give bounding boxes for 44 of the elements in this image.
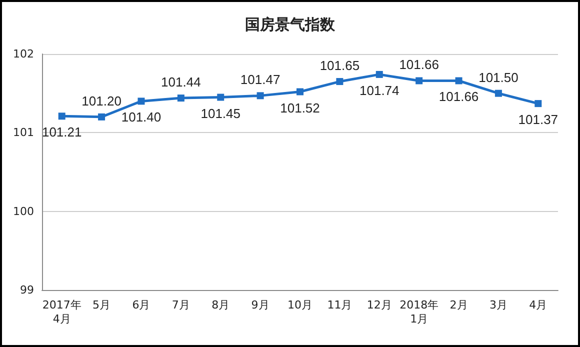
- data-label: 101.47: [240, 72, 280, 88]
- x-tick-label: 7月: [172, 298, 190, 312]
- y-tick-label: 100: [13, 204, 34, 218]
- point: [138, 98, 145, 105]
- x-tick-label: 10月: [288, 298, 312, 312]
- x-tick-label: 6月: [132, 298, 150, 312]
- x-tick-label: 8月: [212, 298, 230, 312]
- data-label: 101.45: [200, 106, 240, 121]
- data-label: 101.20: [82, 93, 122, 108]
- point: [336, 78, 344, 86]
- x-tick-label: 9月: [251, 298, 270, 312]
- x-tick-label: 4月: [529, 298, 548, 312]
- y-tick-label: 102: [13, 48, 34, 60]
- data-label: 101.44: [161, 74, 201, 90]
- x-tick-label: 2018年 1月: [400, 298, 439, 326]
- point: [58, 112, 66, 120]
- y-tick-label: 101: [13, 126, 34, 140]
- point: [455, 77, 462, 84]
- data-label: 101.66: [438, 89, 479, 104]
- data-label: 101.21: [42, 124, 82, 140]
- x-tick-label: 5月: [92, 298, 111, 312]
- data-label: 101.40: [121, 110, 162, 125]
- data-label: 101.65: [320, 58, 360, 74]
- data-label: 101.37: [518, 112, 558, 128]
- data-label: 101.66: [399, 57, 439, 72]
- data-label: 101.74: [360, 82, 400, 98]
- point: [256, 92, 264, 100]
- point: [534, 100, 542, 108]
- x-tick-label: 2月: [450, 298, 468, 312]
- x-tick-label: 12月: [366, 298, 392, 312]
- point: [376, 70, 383, 78]
- point: [177, 94, 184, 102]
- x-tick-label: 2017年 4月: [42, 298, 82, 326]
- data-label: 101.52: [280, 100, 320, 116]
- chart-title: 国房景气指数: [245, 16, 336, 34]
- x-tick-label: 11月: [327, 298, 352, 312]
- point: [416, 77, 423, 84]
- point: [217, 94, 224, 101]
- data-label: 101.50: [478, 70, 518, 85]
- y-tick-label: 99: [20, 284, 34, 296]
- point: [98, 113, 106, 120]
- x-tick-label: 3月: [489, 298, 508, 312]
- point: [296, 88, 304, 96]
- point: [494, 90, 502, 97]
